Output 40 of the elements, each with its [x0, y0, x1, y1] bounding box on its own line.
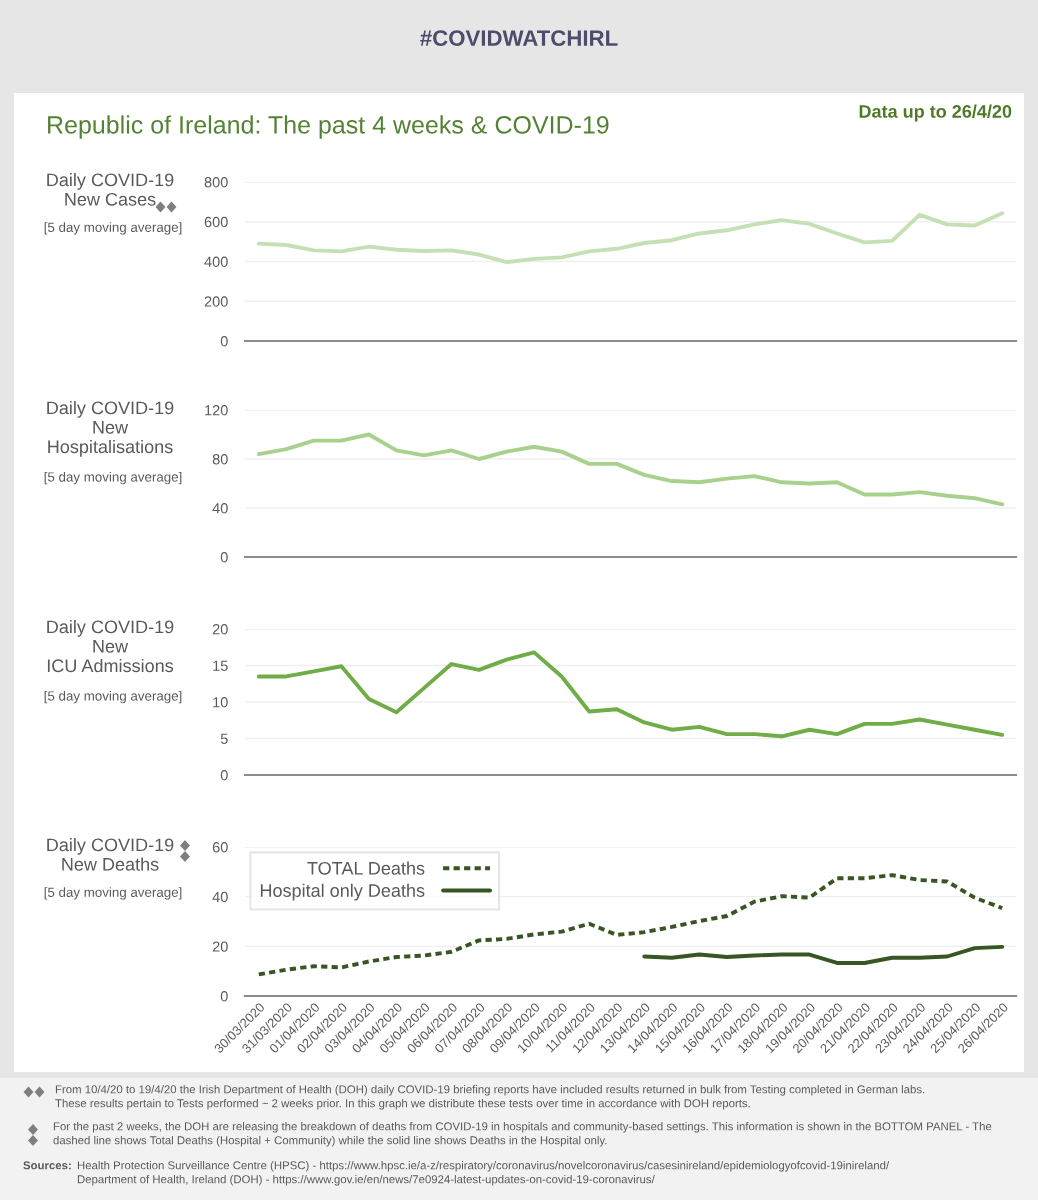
line-series — [256, 211, 1005, 265]
text: [5 day moving average] — [44, 887, 182, 900]
y-tick-label: 20 — [212, 624, 228, 635]
y-tick-label: 0 — [220, 336, 228, 347]
y-tick-label: 0 — [220, 552, 228, 563]
text: Data up to 26/4/20 — [859, 104, 1012, 122]
text: For the past 2 weeks, the DOH are releasing the breakdown of deaths from COVID-19 in hospitals and community-based settings. This information is shown in the BOTTOM PANEL - The dashed line shows Total Deaths (Hospital + Community) while the solid line shows Deaths in the Hospital only. — [53, 1122, 992, 1147]
y-tick-label: 120 — [205, 405, 228, 416]
y-tick-label: 600 — [204, 216, 228, 228]
y-tick-label: 20 — [212, 941, 228, 952]
y-tick-label: 0 — [220, 770, 228, 781]
y-tick-label: 80 — [212, 454, 228, 465]
y-tick-label: 400 — [204, 256, 228, 267]
y-axis-title: Daily COVID-19 New Cases — [47, 173, 174, 206]
y-tick-label: 40 — [212, 503, 228, 514]
text: Health Protection Surveillance Centre (HPSC) - https://www.hpsc.ie/a-z/respiratory/coronavirus/novelcoronavirus/casesinireland/epidemiologyofcovid-19inireland/ Department of Health, Ireland (DOH) - https://www.gov.ie/en/news/7e0924-latest-updates-on-covid-19-coronavirus/ — [77, 1161, 890, 1186]
y-tick-label: 60 — [212, 842, 228, 853]
legend-label: TOTAL Deaths — [307, 861, 425, 875]
y-tick-label: 15 — [213, 660, 228, 671]
text: [5 day moving average] — [44, 690, 182, 704]
text: [5 day moving average] — [44, 222, 182, 235]
chart-title: Republic of Ireland: The past 4 weeks & COVID-19 — [48, 115, 609, 139]
y-tick-label: 10 — [213, 697, 228, 708]
source-note: Sources: — [23, 1161, 71, 1170]
line-series — [642, 944, 1005, 965]
line-series — [256, 432, 1005, 507]
y-tick-label: 0 — [220, 991, 228, 1002]
y-tick-label: 40 — [212, 891, 228, 903]
text: [5 day moving average] — [44, 471, 182, 485]
line-series — [256, 650, 1005, 739]
text: #COVIDWATCHIRL — [420, 30, 618, 46]
y-axis-title: Daily COVID-19 New Hospitalisations — [47, 401, 174, 457]
y-axis-title: Daily COVID-19 New Deaths — [47, 838, 174, 871]
y-axis-title: Daily COVID-19 New ICU Admissions — [47, 620, 174, 673]
text: From 10/4/20 to 19/4/20 the Irish Department of Health (DOH) daily COVID-19 briefing reports have included results returned in bulk from Testing completed in German labs. These results pertain to Tests performed ~ 2 weeks prior. In this graph we distribute these tests over time in accordance with DOH reports. — [55, 1085, 925, 1110]
y-tick-label: 200 — [204, 296, 228, 307]
line-series — [256, 873, 1005, 977]
y-tick-label: 5 — [220, 733, 228, 744]
y-tick-label: 800 — [204, 177, 228, 188]
legend-label: Hospital only Deaths — [260, 883, 425, 901]
